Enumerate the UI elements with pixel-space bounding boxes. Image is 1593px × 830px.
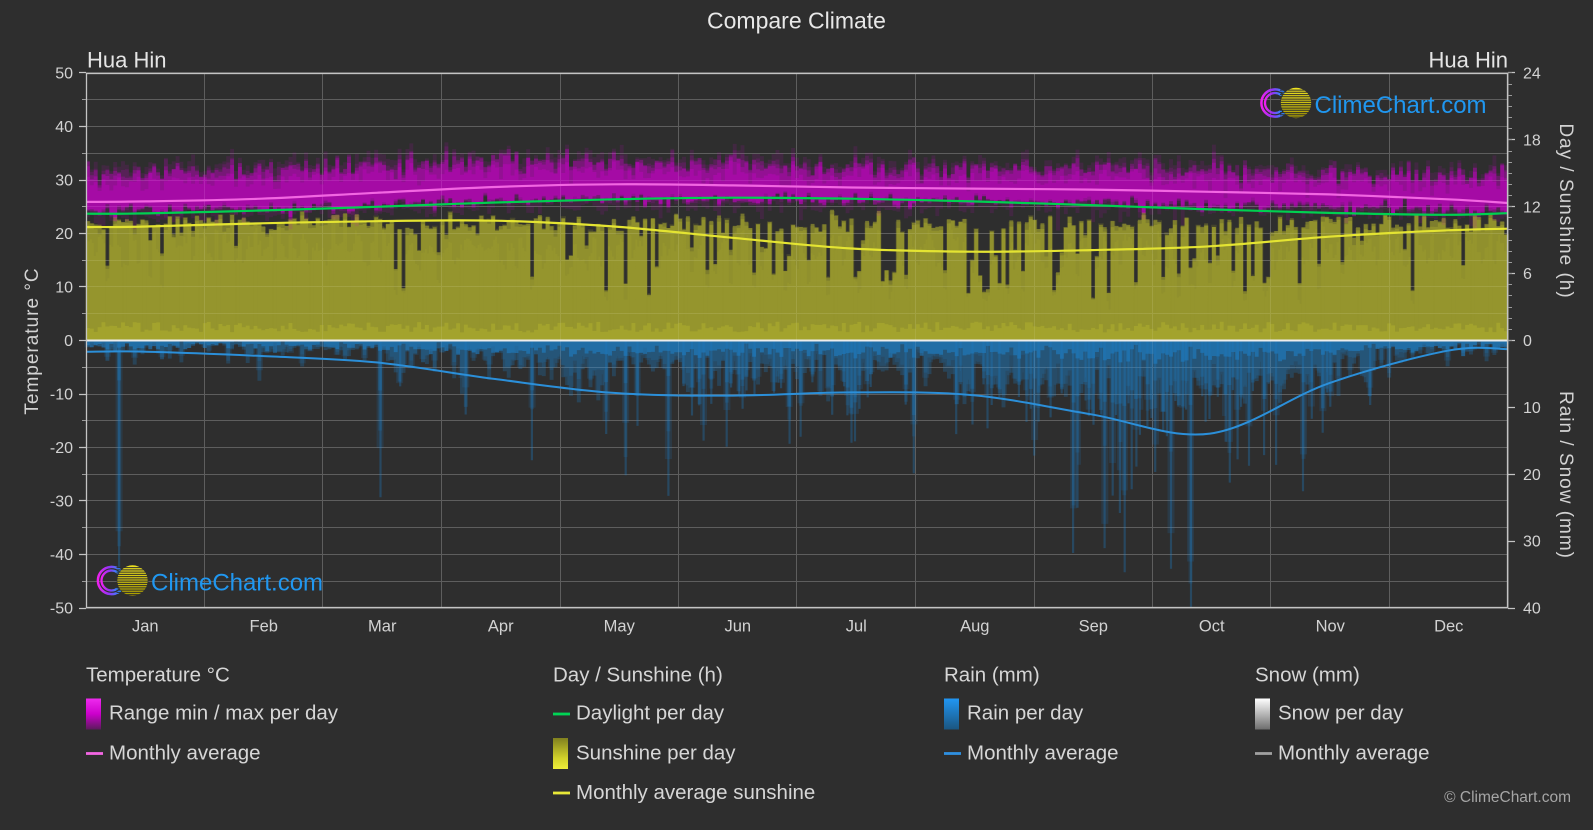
svg-text:Range min / max per day: Range min / max per day [109,702,339,725]
svg-text:Dec: Dec [1434,618,1463,636]
svg-text:-40: -40 [50,547,73,564]
svg-text:Monthly average: Monthly average [967,742,1119,765]
svg-text:24: 24 [1523,66,1541,83]
svg-text:Feb: Feb [250,618,278,636]
svg-text:40: 40 [55,119,73,136]
svg-text:20: 20 [55,226,73,243]
svg-text:30: 30 [1523,534,1541,551]
svg-text:Apr: Apr [488,618,514,636]
svg-text:ClimeChart.com: ClimeChart.com [1315,92,1487,119]
svg-text:-20: -20 [50,440,73,457]
svg-text:Rain / Snow (mm): Rain / Snow (mm) [1555,391,1576,559]
svg-text:Mar: Mar [368,618,397,636]
svg-text:Sep: Sep [1079,618,1108,636]
svg-text:50: 50 [55,66,73,83]
svg-text:40: 40 [1523,601,1541,618]
svg-text:Monthly average sunshine: Monthly average sunshine [576,781,815,804]
svg-text:Snow per day: Snow per day [1278,702,1404,725]
svg-text:Nov: Nov [1316,618,1346,636]
svg-text:Oct: Oct [1199,618,1225,636]
svg-text:Rain (mm): Rain (mm) [944,664,1040,687]
svg-text:0: 0 [64,333,73,350]
svg-text:Temperature °C: Temperature °C [86,664,230,687]
svg-text:Daylight per day: Daylight per day [576,702,725,725]
svg-text:Day / Sunshine (h): Day / Sunshine (h) [553,664,723,687]
svg-text:30: 30 [55,173,73,190]
svg-text:© ClimeChart.com: © ClimeChart.com [1444,789,1571,806]
svg-text:Hua Hin: Hua Hin [1429,48,1508,73]
svg-text:12: 12 [1523,199,1541,216]
svg-text:6: 6 [1523,266,1532,283]
svg-text:20: 20 [1523,467,1541,484]
svg-text:Monthly average: Monthly average [1278,742,1430,765]
svg-text:-10: -10 [50,387,73,404]
svg-text:Day / Sunshine (h): Day / Sunshine (h) [1555,123,1576,298]
svg-text:ClimeChart.com: ClimeChart.com [151,570,323,597]
svg-text:Aug: Aug [960,618,989,636]
svg-text:10: 10 [1523,400,1541,417]
svg-text:Jun: Jun [724,618,751,636]
svg-text:0: 0 [1523,333,1532,350]
svg-text:10: 10 [55,280,73,297]
svg-text:Monthly average: Monthly average [109,742,261,765]
svg-text:Sunshine per day: Sunshine per day [576,742,736,765]
svg-text:Rain per day: Rain per day [967,702,1084,725]
svg-text:Temperature °C: Temperature °C [22,267,43,414]
svg-text:Hua Hin: Hua Hin [87,48,166,73]
svg-text:Snow (mm): Snow (mm) [1255,664,1360,687]
svg-text:Jan: Jan [132,618,159,636]
svg-text:Compare Climate: Compare Climate [707,8,886,34]
svg-text:-30: -30 [50,494,73,511]
svg-text:18: 18 [1523,132,1541,149]
svg-text:Jul: Jul [846,618,867,636]
svg-text:-50: -50 [50,601,73,618]
svg-text:May: May [604,618,636,636]
